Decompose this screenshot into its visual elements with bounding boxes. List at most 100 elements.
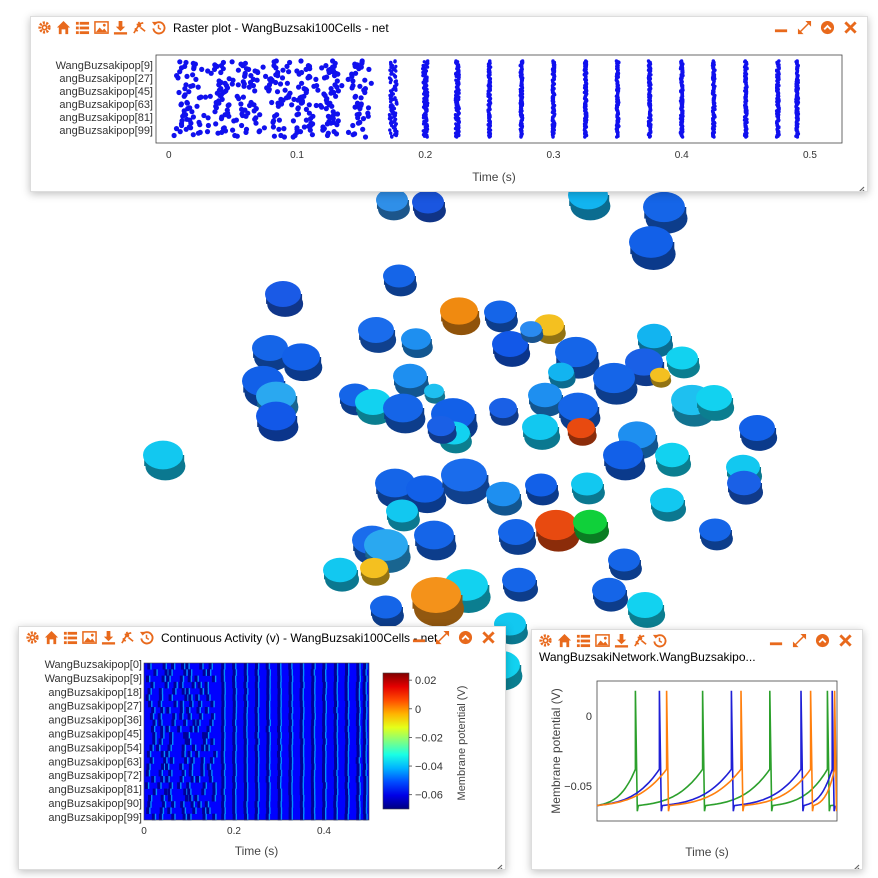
spark-icon[interactable] xyxy=(633,633,648,648)
cell-cylinder[interactable] xyxy=(265,281,304,317)
continuous-activity-window[interactable]: Continuous Activity (v) - WangBuzsaki100… xyxy=(18,626,506,870)
download-icon[interactable] xyxy=(101,630,116,645)
spike-dot xyxy=(294,112,300,118)
cell-cylinder[interactable] xyxy=(592,577,629,612)
cell-cylinder[interactable] xyxy=(484,300,518,333)
cell-cylinder[interactable] xyxy=(535,509,580,552)
cell-cylinder[interactable] xyxy=(370,595,404,628)
spark-icon[interactable] xyxy=(120,630,135,645)
gear-icon[interactable] xyxy=(37,20,52,35)
cell-cylinder[interactable] xyxy=(520,321,544,343)
close-icon[interactable] xyxy=(838,633,852,647)
cell-cylinder[interactable] xyxy=(727,470,764,505)
cell-cylinder[interactable] xyxy=(627,592,666,628)
resize-handle-icon[interactable] xyxy=(857,181,865,191)
cell-cylinder[interactable] xyxy=(643,191,688,234)
image-icon[interactable] xyxy=(595,633,610,648)
minimize-icon[interactable] xyxy=(774,20,788,34)
gear-icon[interactable] xyxy=(538,633,553,648)
cell-cylinder[interactable] xyxy=(608,548,642,581)
cell-cylinder[interactable] xyxy=(386,499,420,532)
membrane-trace-window[interactable]: WangBuzsakiNetwork.WangBuzsakipo... 0 −0.… xyxy=(531,629,863,870)
spike-dot xyxy=(256,129,262,135)
home-icon[interactable] xyxy=(56,20,71,35)
cell-cylinder[interactable] xyxy=(528,382,565,417)
cell-cylinder[interactable] xyxy=(440,297,481,336)
maximize-icon[interactable] xyxy=(792,633,807,648)
resize-handle-icon[interactable] xyxy=(495,859,503,869)
maximize-icon[interactable] xyxy=(435,630,450,645)
cell-cylinder[interactable] xyxy=(256,401,299,442)
cell-cylinder[interactable] xyxy=(696,385,735,421)
cell-cylinder[interactable] xyxy=(486,481,523,516)
maximize-icon[interactable] xyxy=(797,20,812,35)
cell-cylinder[interactable] xyxy=(492,331,531,367)
cell-cylinder[interactable] xyxy=(427,415,457,444)
cell-cylinder[interactable] xyxy=(498,519,537,555)
cell-cylinder[interactable] xyxy=(412,190,446,223)
cell-cylinder[interactable] xyxy=(376,188,410,221)
spike-dot xyxy=(349,73,355,79)
cell-cylinder[interactable] xyxy=(739,415,778,451)
minimize-icon[interactable] xyxy=(769,633,783,647)
heatmap-spike-band xyxy=(355,757,359,764)
heatmap-spike-band xyxy=(160,725,164,733)
cell-cylinder[interactable] xyxy=(650,487,687,522)
image-icon[interactable] xyxy=(94,20,109,35)
resize-handle-icon[interactable] xyxy=(852,859,860,869)
cell-cylinder[interactable] xyxy=(567,417,597,446)
cell-cylinder[interactable] xyxy=(358,317,397,353)
list-icon[interactable] xyxy=(576,633,591,648)
cell-cylinder[interactable] xyxy=(424,383,446,404)
image-icon[interactable] xyxy=(82,630,97,645)
cell-cylinder[interactable] xyxy=(401,328,433,359)
cell-cylinder[interactable] xyxy=(629,226,676,270)
cell-cylinder[interactable] xyxy=(571,472,605,505)
cell-cylinder[interactable] xyxy=(323,557,360,592)
cell-cylinder[interactable] xyxy=(548,362,576,389)
gear-icon[interactable] xyxy=(25,630,40,645)
download-icon[interactable] xyxy=(113,20,128,35)
cell-cylinder[interactable] xyxy=(441,458,490,505)
cell-cylinder[interactable] xyxy=(411,577,464,627)
spark-icon[interactable] xyxy=(132,20,147,35)
heatmap-recovery-band xyxy=(280,719,282,727)
cell-cylinder[interactable] xyxy=(502,567,539,602)
cell-cylinder[interactable] xyxy=(699,518,733,551)
cell-cylinder[interactable] xyxy=(406,475,447,514)
history-icon[interactable] xyxy=(652,633,667,648)
list-icon[interactable] xyxy=(75,20,90,35)
collapse-icon[interactable] xyxy=(458,630,473,645)
list-icon[interactable] xyxy=(63,630,78,645)
heatmap-recovery-band xyxy=(325,694,327,701)
cell-cylinder[interactable] xyxy=(143,440,186,481)
close-icon[interactable] xyxy=(481,630,495,644)
history-icon[interactable] xyxy=(151,20,166,35)
cell-cylinder[interactable] xyxy=(573,509,610,544)
home-icon[interactable] xyxy=(557,633,572,648)
raster-plot-window[interactable]: Raster plot - WangBuzsaki100Cells - net … xyxy=(30,16,868,192)
close-icon[interactable] xyxy=(843,20,857,34)
cell-cylinder[interactable] xyxy=(522,414,561,450)
cell-cylinder[interactable] xyxy=(603,440,646,481)
cell-cylinder[interactable] xyxy=(666,346,700,379)
cell-cylinder[interactable] xyxy=(360,557,390,586)
cell-cylinder[interactable] xyxy=(593,362,638,405)
cell-cylinder[interactable] xyxy=(655,442,692,477)
cell-cylinder[interactable] xyxy=(383,264,417,297)
collapse-icon[interactable] xyxy=(815,633,830,648)
cell-cylinder[interactable] xyxy=(252,335,291,371)
cell-cylinder[interactable] xyxy=(282,343,323,382)
home-icon[interactable] xyxy=(44,630,59,645)
cell-cylinder[interactable] xyxy=(383,393,426,434)
download-icon[interactable] xyxy=(614,633,629,648)
cell-cylinder[interactable] xyxy=(393,363,430,398)
minimize-icon[interactable] xyxy=(412,630,426,644)
cell-cylinder[interactable] xyxy=(525,473,559,506)
cell-cylinder[interactable] xyxy=(414,520,457,561)
collapse-icon[interactable] xyxy=(820,20,835,35)
cell-cylinder[interactable] xyxy=(489,397,519,426)
cell-cylinder[interactable] xyxy=(650,367,672,388)
history-icon[interactable] xyxy=(139,630,154,645)
